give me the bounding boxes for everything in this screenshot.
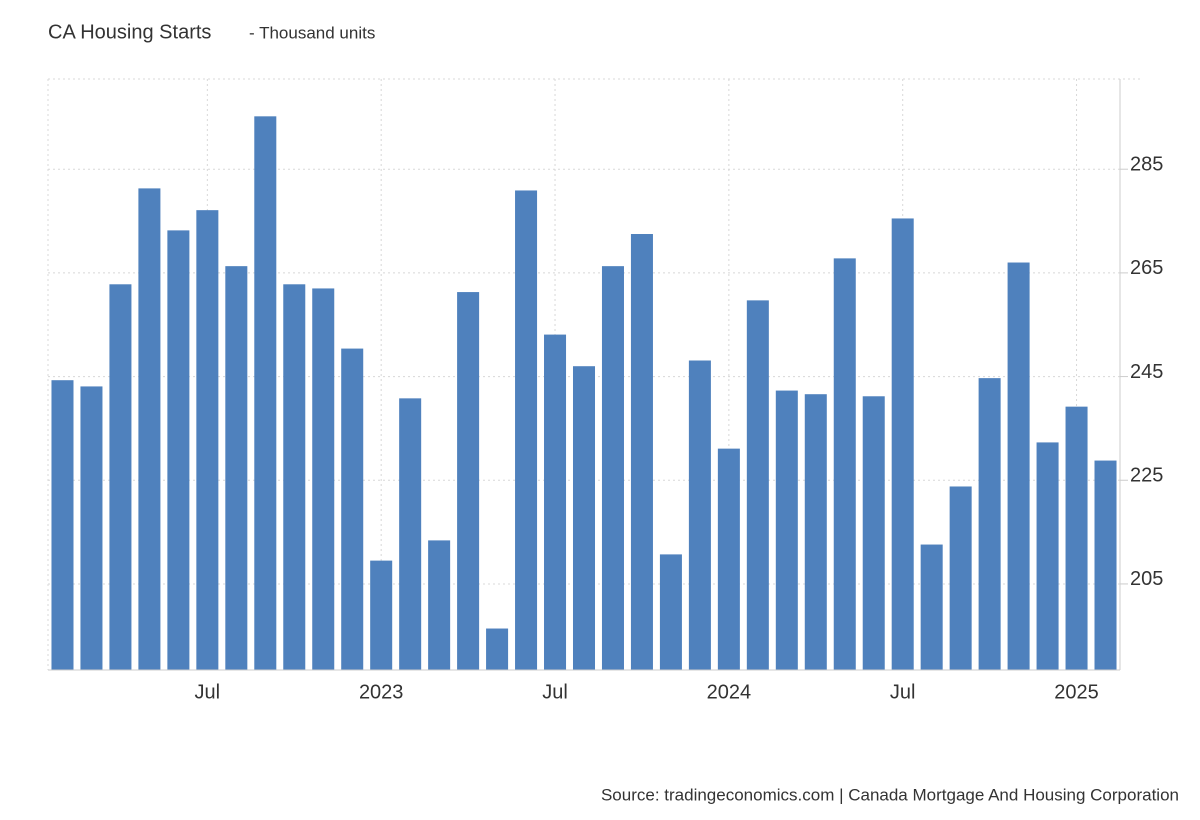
chart-subtitle: - Thousand units — [249, 23, 375, 42]
x-tick-label: Jul — [195, 681, 221, 703]
bar — [775, 390, 798, 670]
y-tick-label: 205 — [1130, 568, 1163, 590]
bar — [196, 210, 219, 670]
bar — [746, 300, 769, 670]
bar — [225, 266, 248, 670]
bar — [51, 380, 74, 670]
y-tick-label: 225 — [1130, 465, 1163, 487]
bar — [1094, 460, 1117, 670]
bar — [167, 230, 190, 670]
bar — [486, 628, 509, 670]
bar — [804, 394, 827, 670]
bar — [891, 218, 914, 670]
bar — [949, 486, 972, 670]
bar — [80, 386, 103, 670]
x-tick-label: 2024 — [707, 681, 752, 703]
bar — [457, 292, 480, 670]
bar — [659, 554, 682, 670]
bar — [978, 378, 1001, 670]
bar — [1065, 406, 1088, 670]
bar — [1007, 262, 1030, 670]
y-tick-label: 285 — [1130, 153, 1163, 175]
x-tick-label: 2025 — [1054, 681, 1099, 703]
bar — [283, 284, 306, 670]
bar — [688, 360, 711, 670]
bar — [515, 190, 538, 671]
source: Source: tradingeconomics.com | Canada Mo… — [601, 785, 1179, 804]
bar — [399, 398, 422, 670]
bar — [138, 188, 161, 670]
x-tick-label: Jul — [542, 681, 568, 703]
bar — [920, 544, 943, 670]
bar — [572, 366, 596, 670]
bar — [862, 396, 885, 670]
bar — [717, 448, 740, 670]
x-tick-label: Jul — [890, 681, 916, 703]
bar — [630, 234, 653, 671]
bar — [833, 258, 856, 670]
y-tick-label: 265 — [1130, 257, 1163, 279]
bar — [428, 540, 451, 670]
chart-title: CA Housing Starts — [48, 21, 211, 43]
bar — [254, 116, 277, 671]
bar — [109, 284, 132, 670]
bar — [341, 348, 364, 670]
bar — [370, 560, 393, 670]
y-tick-label: 245 — [1130, 361, 1163, 383]
bar — [312, 288, 335, 670]
bar — [601, 266, 624, 670]
bar — [544, 334, 567, 670]
bar — [1036, 442, 1059, 670]
x-tick-label: 2023 — [359, 681, 404, 703]
